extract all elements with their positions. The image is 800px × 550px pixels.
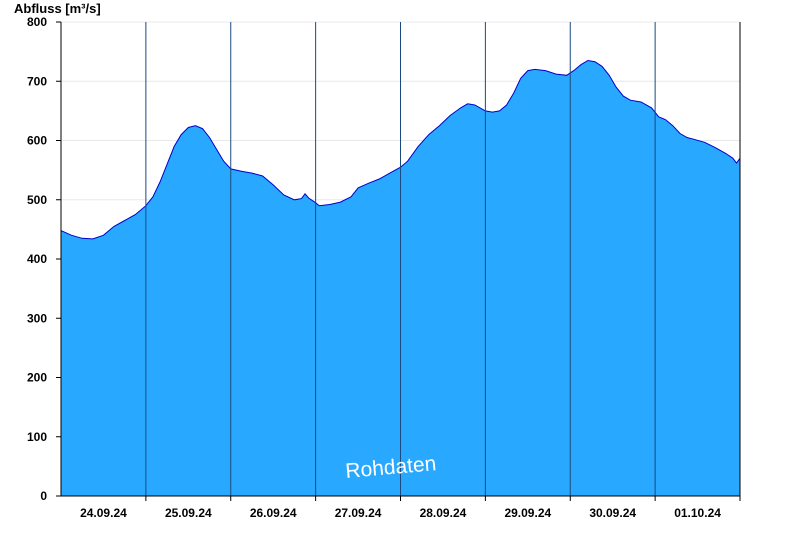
x-tick-label: 29.09.24 bbox=[504, 506, 551, 520]
y-tick-label: 400 bbox=[27, 252, 47, 266]
y-tick-label: 500 bbox=[27, 193, 47, 207]
x-tick-label: 27.09.24 bbox=[335, 506, 382, 520]
y-tick-label: 200 bbox=[27, 371, 47, 385]
x-tick-label: 30.09.24 bbox=[589, 506, 636, 520]
y-tick-label: 300 bbox=[27, 311, 47, 325]
x-tick-label: 24.09.24 bbox=[80, 506, 127, 520]
day-separators bbox=[145, 22, 656, 496]
x-tick-label: 28.09.24 bbox=[420, 506, 467, 520]
y-tick-labels: 0 100 200 300 400 500 600 700 800 bbox=[27, 15, 47, 503]
y-tick-label: 600 bbox=[27, 134, 47, 148]
y-tick-label: 700 bbox=[27, 74, 47, 88]
axes bbox=[56, 21, 741, 501]
x-tick-label: 25.09.24 bbox=[165, 506, 212, 520]
discharge-line bbox=[60, 59, 741, 240]
x-tick-label: 26.09.24 bbox=[250, 506, 297, 520]
x-tick-label: 01.10.24 bbox=[674, 506, 721, 520]
y-tick-label: 0 bbox=[40, 489, 47, 503]
y-axis-title: Abfluss [m³/s] bbox=[14, 1, 101, 16]
y-tick-label: 800 bbox=[27, 15, 47, 29]
y-tick-label: 100 bbox=[27, 430, 47, 444]
x-tick-labels: 24.09.24 25.09.24 26.09.24 27.09.24 28.09.24… bbox=[80, 506, 721, 520]
